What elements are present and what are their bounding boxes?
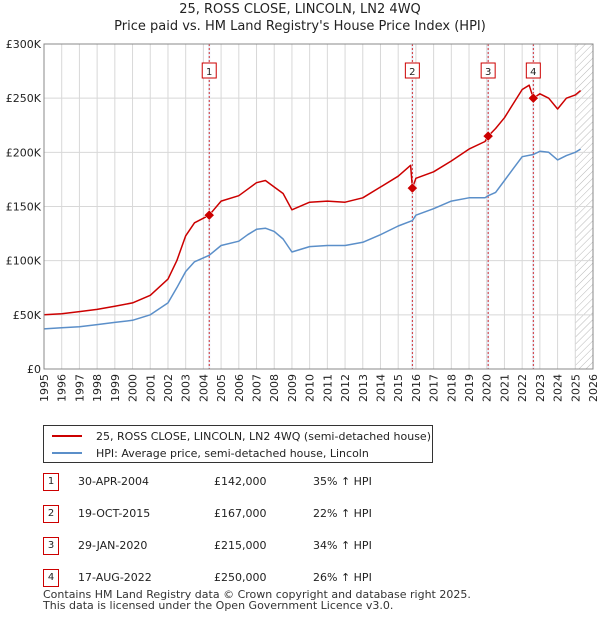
x-tick-label: 1998 [91, 374, 104, 402]
sale-hpi-diff: 35% ↑ HPI [313, 475, 372, 488]
y-tick-label: £100K [6, 255, 42, 268]
x-tick-label: 2017 [428, 374, 441, 402]
sale-label-box: 3 [480, 62, 496, 79]
sale-point [482, 130, 494, 142]
y-tick-label: £0 [27, 363, 41, 376]
sale-point [203, 209, 215, 221]
sale-band [208, 44, 211, 369]
sale-date: 30-APR-2004 [78, 475, 150, 488]
x-tick-label: 2005 [215, 374, 228, 402]
y-tick-label: £300K [6, 38, 42, 51]
x-tick-label: 2014 [374, 374, 387, 402]
sale-label-box-border [201, 62, 217, 79]
sale-point [407, 182, 418, 194]
footer: Contains HM Land Registry data © Crown c… [43, 589, 471, 611]
x-tick-label: 2018 [445, 374, 458, 402]
legend-item-property: 25, ROSS CLOSE, LINCOLN, LN2 4WQ (semi-d… [52, 428, 431, 444]
x-tick-label: 1996 [56, 374, 69, 402]
x-tick-label: 2009 [286, 374, 299, 402]
legend-label-property: 25, ROSS CLOSE, LINCOLN, LN2 4WQ (semi-d… [96, 429, 431, 443]
sale-label-box: 4 [525, 62, 541, 79]
x-tick-label: 2012 [339, 374, 352, 402]
sale-label-box-border [404, 62, 420, 79]
x-tick-label: 2004 [197, 374, 210, 402]
sale-marker-badge: 2 [43, 505, 59, 523]
sale-price: £167,000 [214, 507, 267, 520]
x-tick-label: 2024 [552, 374, 565, 402]
sale-label-box-border [480, 62, 496, 79]
x-tick-label: 2008 [268, 374, 281, 402]
x-tick-label: 2006 [233, 374, 246, 402]
table-row: 2 19-OCT-2015 £167,000 22% ↑ HPI [0, 504, 600, 524]
chart-subtitle: Price paid vs. HM Land Registry's House … [114, 19, 486, 34]
sale-marker-badge: 3 [43, 537, 59, 555]
y-tick-label: £150K [6, 201, 42, 214]
sale-label-number: 4 [530, 67, 536, 78]
property-price-line [43, 84, 582, 316]
price-chart: £0 £50K £100K £150K £200K £250K £300K 1995 1996 1… [6, 38, 600, 402]
x-tick-label: 2007 [251, 374, 264, 402]
y-tick-label: £50K [13, 309, 42, 322]
x-tick-label: 2021 [498, 374, 511, 402]
legend-label-hpi: HPI: Average price, semi-detached house,… [96, 446, 369, 460]
sale-label-number: 3 [485, 67, 491, 78]
sale-date: 17-AUG-2022 [78, 571, 152, 584]
sale-band [532, 44, 535, 369]
footer-license: This data is licensed under the Open Gov… [43, 599, 394, 612]
chart-title: 25, ROSS CLOSE, LINCOLN, LN2 4WQ [179, 2, 421, 17]
sale-hpi-diff: 34% ↑ HPI [313, 539, 372, 552]
y-tick-label: £200K [6, 146, 42, 159]
table-row: 1 30-APR-2004 £142,000 35% ↑ HPI [0, 472, 600, 492]
x-tick-label: 2022 [516, 374, 529, 402]
legend-item-hpi: HPI: Average price, semi-detached house,… [52, 445, 369, 461]
sale-date: 29-JAN-2020 [78, 539, 148, 552]
x-tick-label: 2003 [180, 374, 193, 402]
x-tick-label: 2023 [534, 374, 547, 402]
x-tick-label: 2001 [144, 374, 157, 402]
sale-band [487, 44, 490, 369]
sale-marker-badge: 4 [43, 569, 59, 587]
x-tick-label: 2010 [304, 374, 317, 402]
x-tick-label: 2002 [162, 374, 175, 402]
sale-label-number: 2 [409, 67, 415, 78]
x-tick-label: 1999 [109, 374, 122, 402]
hpi-line [43, 148, 581, 330]
sale-label-box: 2 [404, 62, 420, 79]
sale-date: 19-OCT-2015 [78, 507, 151, 520]
sale-marker-badge: 1 [43, 473, 59, 491]
sale-label-box: 1 [201, 62, 217, 79]
table-row: 3 29-JAN-2020 £215,000 34% ↑ HPI [0, 536, 600, 556]
legend: 25, ROSS CLOSE, LINCOLN, LN2 4WQ (semi-d… [43, 425, 433, 463]
sale-label-number: 1 [206, 67, 212, 78]
footer-copyright: Contains HM Land Registry data © Crown c… [43, 588, 471, 601]
x-tick-label: 2011 [321, 374, 334, 402]
x-tick-label: 2015 [392, 374, 405, 402]
x-tick-label: 2000 [127, 374, 140, 402]
sale-price: £250,000 [214, 571, 267, 584]
x-tick-label: 2025 [569, 374, 582, 402]
x-tick-label: 2013 [357, 374, 370, 402]
x-tick-label: 2016 [410, 374, 423, 402]
sale-point [527, 92, 539, 104]
plot-border [43, 43, 594, 370]
sale-hpi-diff: 26% ↑ HPI [313, 571, 372, 584]
sale-price: £142,000 [214, 475, 267, 488]
sale-label-box-border [525, 62, 541, 79]
legend-swatch-property [52, 435, 82, 437]
y-tick-label: £250K [6, 92, 42, 105]
x-tick-label: 1995 [38, 374, 51, 402]
x-tick-label: 1997 [73, 374, 86, 402]
sale-price: £215,000 [214, 539, 267, 552]
legend-swatch-hpi [52, 452, 82, 454]
x-tick-label: 2019 [463, 374, 476, 402]
sale-hpi-diff: 22% ↑ HPI [313, 507, 372, 520]
x-tick-label: 2020 [481, 374, 494, 402]
x-tick-label: 2026 [587, 374, 600, 402]
sale-band [411, 44, 414, 369]
table-row: 4 17-AUG-2022 £250,000 26% ↑ HPI [0, 568, 600, 588]
